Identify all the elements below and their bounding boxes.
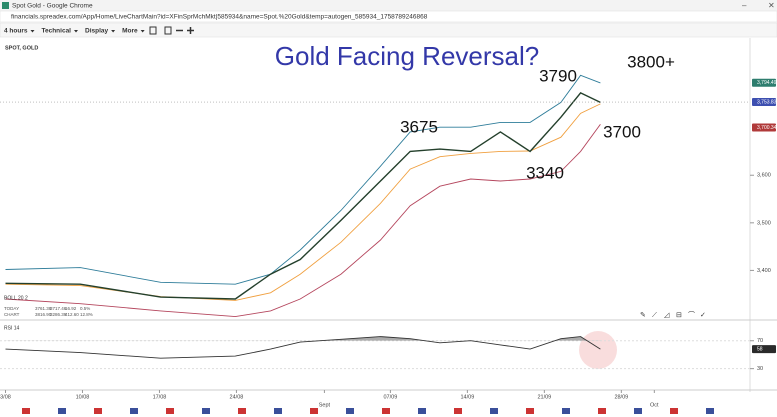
highlight-circle: [579, 331, 617, 369]
drawing-tool[interactable]: ✎: [640, 312, 646, 319]
last-value-label: 58: [757, 346, 763, 352]
drawing-tool[interactable]: ⌒: [688, 311, 695, 319]
legend-cell: CHART: [4, 312, 20, 317]
legend-cell: 3816.90: [35, 312, 52, 317]
toolbar-items: 4 hours Technical Display More: [4, 28, 145, 35]
toolbar-icon[interactable]: [149, 26, 157, 35]
drawing-tool[interactable]: ✓: [700, 312, 706, 319]
annotation: 3675: [400, 117, 438, 136]
last-value-label: 3,794.49: [757, 80, 777, 86]
flag: [238, 408, 246, 414]
x-tick-label: 14/09: [460, 394, 474, 400]
legend-label: BOLL 20 2: [4, 295, 28, 301]
last-value-box: [752, 345, 776, 354]
toolbar-button[interactable]: Display: [85, 28, 109, 35]
dropdown-caret: [111, 30, 116, 33]
toolbar-icon: [187, 27, 194, 34]
series-line: [5, 92, 601, 300]
close[interactable]: ✕: [768, 1, 775, 10]
series-line: [5, 124, 601, 318]
flag: [706, 408, 714, 414]
x-tick-label: 24/08: [230, 394, 244, 400]
flag: [58, 408, 66, 414]
legend-cell: 16.92: [65, 306, 77, 311]
address-bar: [0, 10, 777, 23]
legend-cell: 12.8%: [80, 312, 93, 317]
url[interactable]: financials.spreadex.com/App/Home/LiveCha…: [11, 14, 428, 21]
x-tick-label: 28/09: [614, 394, 628, 400]
flag: [598, 408, 606, 414]
overbought-area: [5, 336, 601, 341]
flag: [670, 408, 678, 414]
toolbar-button[interactable]: 4 hours: [4, 28, 28, 35]
dropdown-caret: [140, 30, 145, 33]
x-tick-label: 21/09: [537, 394, 551, 400]
flag: [382, 408, 390, 414]
app-icon: [2, 2, 9, 9]
flag: [94, 408, 102, 414]
y-tick-label: 3,600: [757, 173, 771, 179]
pane-title: RSI 14: [4, 325, 20, 331]
flag: [346, 408, 354, 414]
legend-cell: 3286.39: [50, 312, 67, 317]
y-tick-label: 30: [757, 366, 763, 372]
minimize[interactable]: –: [742, 1, 747, 10]
flag: [526, 408, 534, 414]
flag: [310, 408, 318, 414]
toolbar-button[interactable]: More: [122, 28, 138, 35]
toolbar-icon[interactable]: [164, 26, 172, 35]
flag: [634, 408, 642, 414]
x-tick-label: Sept: [319, 402, 331, 408]
annotation: 3700: [603, 122, 641, 141]
last-value-label: 3,700.34: [757, 125, 777, 131]
legend-cell: 0.5%: [80, 306, 90, 311]
y-tick-label: 3,500: [757, 220, 771, 226]
flag: [274, 408, 282, 414]
instrument: SPOT, GOLD: [5, 45, 38, 51]
flag: [418, 408, 426, 414]
legend-cell: 412.60: [65, 312, 79, 317]
chart-title: Gold Facing Reversal?: [275, 41, 539, 71]
flag: [454, 408, 462, 414]
x-tick-label: Oct: [650, 402, 659, 408]
legend-cell: 3717.46: [50, 306, 67, 311]
x-tick-label: 17/08: [153, 394, 167, 400]
annotation: 3800+: [627, 52, 675, 71]
title-bar: [0, 0, 777, 11]
last-value-box: [752, 123, 776, 132]
drawing-tool[interactable]: ⊟: [676, 312, 682, 319]
toolbar-button[interactable]: Technical: [41, 28, 71, 35]
x-tick-label: 07/09: [384, 394, 398, 400]
annotation: 3340: [526, 163, 564, 182]
last-value-box: [752, 78, 776, 87]
y-tick-label: 3,400: [757, 268, 771, 274]
x-tick-label: 10/08: [76, 394, 90, 400]
dropdown-caret: [74, 30, 78, 33]
dropdown-caret: [30, 30, 35, 33]
series-line: [5, 74, 601, 285]
calendar-flags: [22, 408, 714, 414]
toolbar: [0, 22, 777, 38]
y-tick-label: 70: [757, 338, 763, 344]
window-title: Spot Gold - Google Chrome: [12, 3, 93, 10]
annotation: 3790: [539, 66, 577, 85]
flag: [562, 408, 570, 414]
flag: [202, 408, 210, 414]
flag: [166, 408, 174, 414]
series-line: [5, 103, 601, 301]
flag: [130, 408, 138, 414]
x-tick-label: 3/08: [0, 394, 11, 400]
legend-cell: 3761.38: [35, 306, 52, 311]
series-line: [5, 336, 601, 359]
last-value-label: 3,753.83: [757, 99, 777, 105]
flag: [490, 408, 498, 414]
last-value-box: [752, 98, 776, 107]
flag: [22, 408, 30, 414]
drawing-tool[interactable]: ◿: [664, 312, 670, 319]
legend-cell: TODAY: [4, 306, 19, 311]
drawing-tool[interactable]: ⟋: [652, 311, 657, 319]
